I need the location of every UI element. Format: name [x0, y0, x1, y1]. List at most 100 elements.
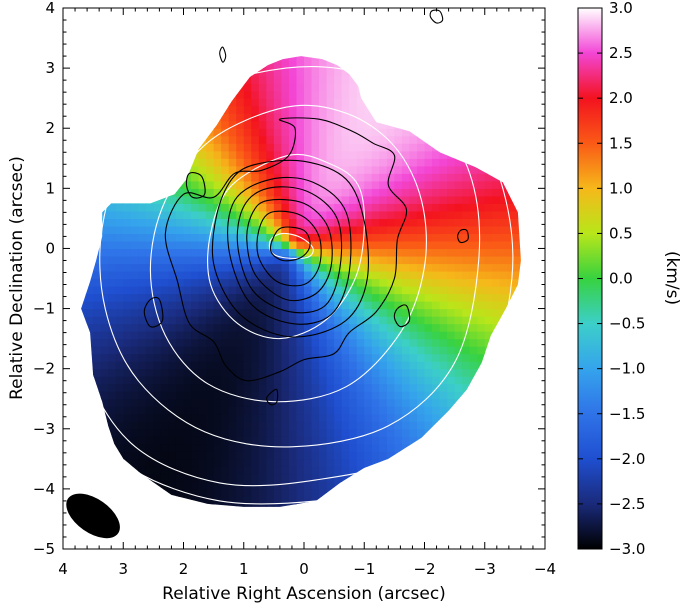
- velocity-pixel: [183, 270, 192, 280]
- velocity-pixel: [341, 428, 350, 437]
- velocity-pixel: [266, 128, 275, 137]
- velocity-pixel: [341, 105, 350, 114]
- velocity-pixel: [477, 225, 486, 235]
- velocity-pixel: [326, 308, 335, 317]
- velocity-pixel: [100, 240, 109, 250]
- velocity-pixel: [469, 218, 478, 227]
- velocity-pixel: [477, 210, 486, 219]
- velocity-pixel: [507, 286, 516, 295]
- velocity-pixel: [349, 240, 358, 250]
- velocity-pixel: [364, 173, 373, 182]
- velocity-pixel: [123, 316, 132, 325]
- colorbar-tick-label: 0.0: [609, 270, 633, 288]
- velocity-pixel: [416, 203, 426, 212]
- velocity-pixel: [145, 451, 154, 460]
- velocity-pixel: [386, 240, 395, 250]
- velocity-pixel: [228, 428, 237, 437]
- velocity-pixel: [273, 428, 283, 437]
- velocity-pixel: [319, 195, 328, 204]
- velocity-pixel: [281, 301, 290, 310]
- velocity-pixel: [183, 391, 192, 400]
- velocity-pixel: [198, 323, 207, 332]
- velocity-pixel: [371, 338, 380, 347]
- velocity-pixel: [334, 210, 343, 219]
- velocity-pixel: [296, 398, 305, 407]
- velocity-pixel: [454, 225, 463, 235]
- velocity-pixel: [319, 391, 328, 400]
- velocity-pixel: [371, 218, 380, 227]
- velocity-pixel: [454, 278, 463, 287]
- velocity-pixel: [266, 368, 275, 377]
- velocity-pixel: [454, 248, 463, 257]
- velocity-pixel: [454, 346, 463, 355]
- velocity-pixel: [243, 458, 252, 467]
- velocity-pixel: [319, 255, 328, 265]
- velocity-pixel: [326, 466, 335, 475]
- velocity-pixel: [296, 158, 305, 167]
- velocity-pixel: [191, 488, 200, 497]
- velocity-pixel: [379, 421, 388, 430]
- velocity-pixel: [108, 316, 117, 325]
- velocity-pixel: [341, 301, 350, 310]
- velocity-pixel: [281, 346, 290, 355]
- velocity-pixel: [123, 203, 132, 212]
- y-tick-label: −4: [33, 480, 55, 498]
- velocity-pixel: [288, 248, 298, 257]
- velocity-pixel: [394, 248, 403, 257]
- velocity-pixel: [484, 248, 493, 257]
- velocity-pixel: [123, 255, 132, 265]
- velocity-pixel: [304, 421, 313, 430]
- velocity-pixel: [334, 188, 343, 197]
- velocity-pixel: [326, 398, 335, 407]
- velocity-pixel: [379, 398, 388, 407]
- velocity-pixel: [379, 278, 388, 287]
- velocity-pixel: [221, 481, 230, 490]
- velocity-pixel: [243, 421, 252, 430]
- velocity-pixel: [341, 458, 350, 467]
- velocity-pixel: [311, 421, 320, 430]
- velocity-pixel: [514, 278, 521, 287]
- velocity-pixel: [138, 361, 147, 370]
- velocity-pixel: [266, 286, 275, 295]
- velocity-pixel: [85, 316, 94, 325]
- velocity-pixel: [175, 466, 185, 475]
- velocity-pixel: [191, 278, 200, 287]
- velocity-pixel: [326, 270, 335, 280]
- velocity-pixel: [213, 263, 222, 272]
- velocity-pixel: [198, 331, 207, 340]
- velocity-pixel: [198, 203, 207, 212]
- velocity-pixel: [175, 368, 185, 377]
- velocity-pixel: [108, 361, 117, 370]
- velocity-pixel: [296, 128, 305, 137]
- velocity-pixel: [221, 195, 230, 204]
- velocity-pixel: [228, 255, 237, 265]
- velocity-pixel: [258, 338, 267, 347]
- velocity-pixel: [296, 376, 305, 385]
- velocity-pixel: [424, 376, 433, 385]
- y-tick-label: 1: [45, 179, 55, 197]
- velocity-pixel: [198, 368, 207, 377]
- velocity-pixel: [288, 83, 298, 92]
- velocity-pixel: [236, 466, 245, 475]
- velocity-pixel: [273, 413, 283, 422]
- velocity-pixel: [288, 60, 298, 69]
- velocity-pixel: [454, 180, 463, 189]
- velocity-pixel: [191, 391, 200, 400]
- velocity-pixel: [138, 218, 147, 227]
- velocity-pixel: [447, 180, 456, 189]
- velocity-pixel: [138, 436, 147, 445]
- velocity-pixel: [153, 286, 162, 295]
- velocity-pixel: [334, 98, 343, 107]
- velocity-pixel: [447, 316, 456, 325]
- velocity-pixel: [409, 308, 418, 317]
- velocity-pixel: [243, 225, 252, 235]
- velocity-pixel: [183, 383, 192, 392]
- velocity-pixel: [409, 143, 418, 152]
- velocity-pixel: [243, 240, 252, 250]
- velocity-pixel: [296, 488, 305, 497]
- velocity-pixel: [288, 225, 298, 235]
- velocity-pixel: [288, 301, 298, 310]
- velocity-pixel: [213, 286, 222, 295]
- velocity-pixel: [236, 135, 245, 144]
- velocity-pixel: [183, 248, 192, 257]
